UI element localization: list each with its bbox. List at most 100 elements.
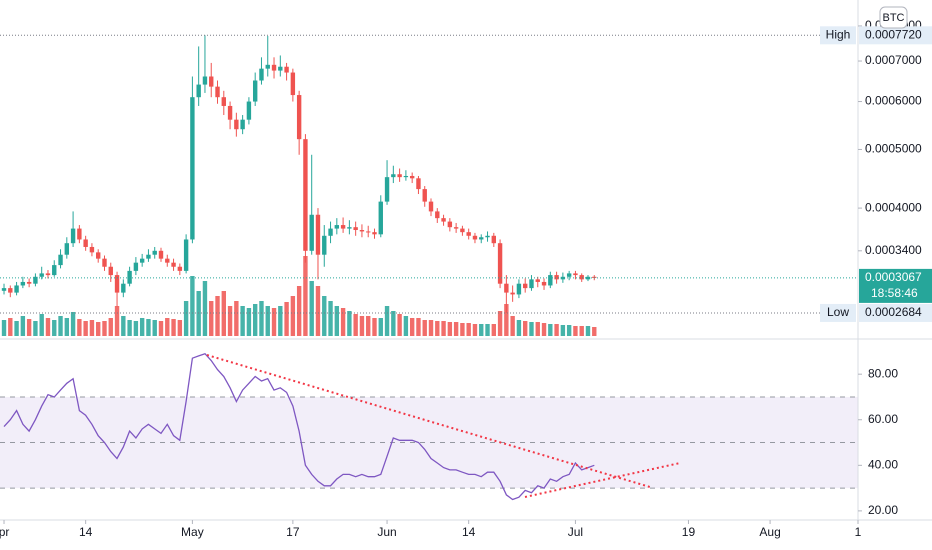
volume-bar — [158, 321, 164, 336]
candle-body — [240, 119, 245, 130]
y-tick-label: 20.00 — [868, 503, 898, 517]
y-tick-label: 40.00 — [868, 457, 898, 471]
candle-body — [491, 235, 496, 244]
candle-body — [403, 175, 409, 178]
candle-body — [45, 273, 51, 276]
volume-bar — [215, 296, 220, 336]
candle-body — [548, 275, 553, 286]
candle-body — [265, 64, 270, 69]
candle-body — [158, 250, 164, 259]
candle-body — [479, 237, 484, 240]
candle-body — [554, 275, 559, 280]
volume-bar — [221, 291, 226, 336]
candle-body — [127, 270, 132, 284]
volume-bar — [271, 308, 277, 336]
volume-bar — [504, 304, 509, 336]
volume-bar — [227, 306, 233, 336]
candle-body — [290, 72, 296, 96]
volume-bar — [58, 316, 63, 336]
x-tick-label: pr — [0, 525, 9, 539]
volume-bar — [303, 256, 308, 336]
candle-body — [139, 258, 145, 263]
candle-body — [485, 235, 490, 238]
candle-body — [447, 221, 453, 228]
volume-bar — [592, 327, 597, 336]
volume-bar — [252, 304, 258, 336]
candle-body — [58, 254, 63, 266]
volume-bar — [70, 312, 76, 336]
volume-bar — [340, 308, 346, 336]
candle-body — [378, 201, 383, 235]
volume-bar — [45, 318, 51, 336]
volume-bar — [435, 321, 440, 336]
volume-bar — [485, 324, 490, 336]
candle-body — [133, 262, 139, 271]
candle-body — [529, 279, 534, 289]
candle-body — [296, 95, 302, 140]
candle-body — [202, 76, 208, 85]
marker-value: 0.0007720 — [865, 27, 922, 41]
candle-body — [183, 239, 189, 271]
volume-bar — [165, 318, 170, 336]
volume-bar — [416, 318, 421, 336]
volume-bar — [548, 324, 553, 336]
candle-body — [252, 80, 258, 102]
candle-body — [96, 252, 101, 259]
volume-bar — [428, 320, 434, 336]
axis-labels: 0.00080000.00070000.00060000.00050000.00… — [0, 18, 932, 539]
candle-body — [504, 283, 509, 293]
candle-body — [372, 232, 377, 235]
volume-bar — [479, 324, 484, 336]
volume-bar — [265, 306, 270, 336]
y-tick-label: 0.0005000 — [865, 142, 922, 156]
candle-body — [573, 273, 578, 276]
volume-bar — [102, 321, 107, 336]
volume-bar — [460, 323, 465, 336]
volume-bar — [284, 302, 289, 336]
candle-body — [64, 243, 70, 255]
volume-bar — [133, 321, 139, 336]
x-tick-label: 14 — [462, 525, 476, 539]
x-tick-label: Jul — [568, 525, 583, 539]
candle-body — [315, 214, 321, 255]
candle-body — [196, 84, 201, 98]
volume-bar — [353, 314, 358, 336]
candle-body — [39, 273, 44, 277]
currency: BTC — [883, 12, 905, 24]
candle-body — [422, 189, 427, 202]
volume-bar — [453, 322, 459, 336]
volume-bar — [334, 306, 340, 336]
marker-label: High — [826, 27, 851, 41]
x-tick-label: Aug — [759, 525, 780, 539]
volume-bar — [183, 301, 189, 336]
marker-label-box — [820, 303, 856, 322]
candle-body — [146, 254, 151, 259]
price-pane — [0, 34, 858, 336]
candle-body — [171, 262, 176, 267]
trend-line — [206, 354, 651, 488]
candle-body — [472, 235, 478, 240]
candle-body — [1, 288, 7, 291]
candle-body — [523, 283, 528, 289]
volume-bar — [391, 311, 396, 336]
volume-bar — [560, 325, 566, 336]
volume-bar — [96, 322, 101, 336]
volume-bar — [278, 306, 283, 336]
volume-bar — [259, 301, 264, 336]
rsi-band-fill — [0, 396, 858, 489]
volume-bar — [466, 323, 471, 336]
candle-body — [384, 177, 390, 202]
candle-body — [309, 214, 314, 251]
volume-bar — [296, 286, 302, 336]
y-tick-label: 0.0003400 — [865, 243, 922, 257]
candle-body — [89, 246, 95, 253]
candle-body — [416, 178, 421, 190]
volume-bar — [240, 306, 245, 336]
candle-body — [52, 265, 57, 276]
y-tick-label: 0.0006000 — [865, 94, 922, 108]
marker-value-box — [859, 303, 932, 322]
currency-badge[interactable] — [879, 6, 908, 29]
candle-body — [26, 281, 32, 284]
candle-body — [209, 76, 214, 87]
